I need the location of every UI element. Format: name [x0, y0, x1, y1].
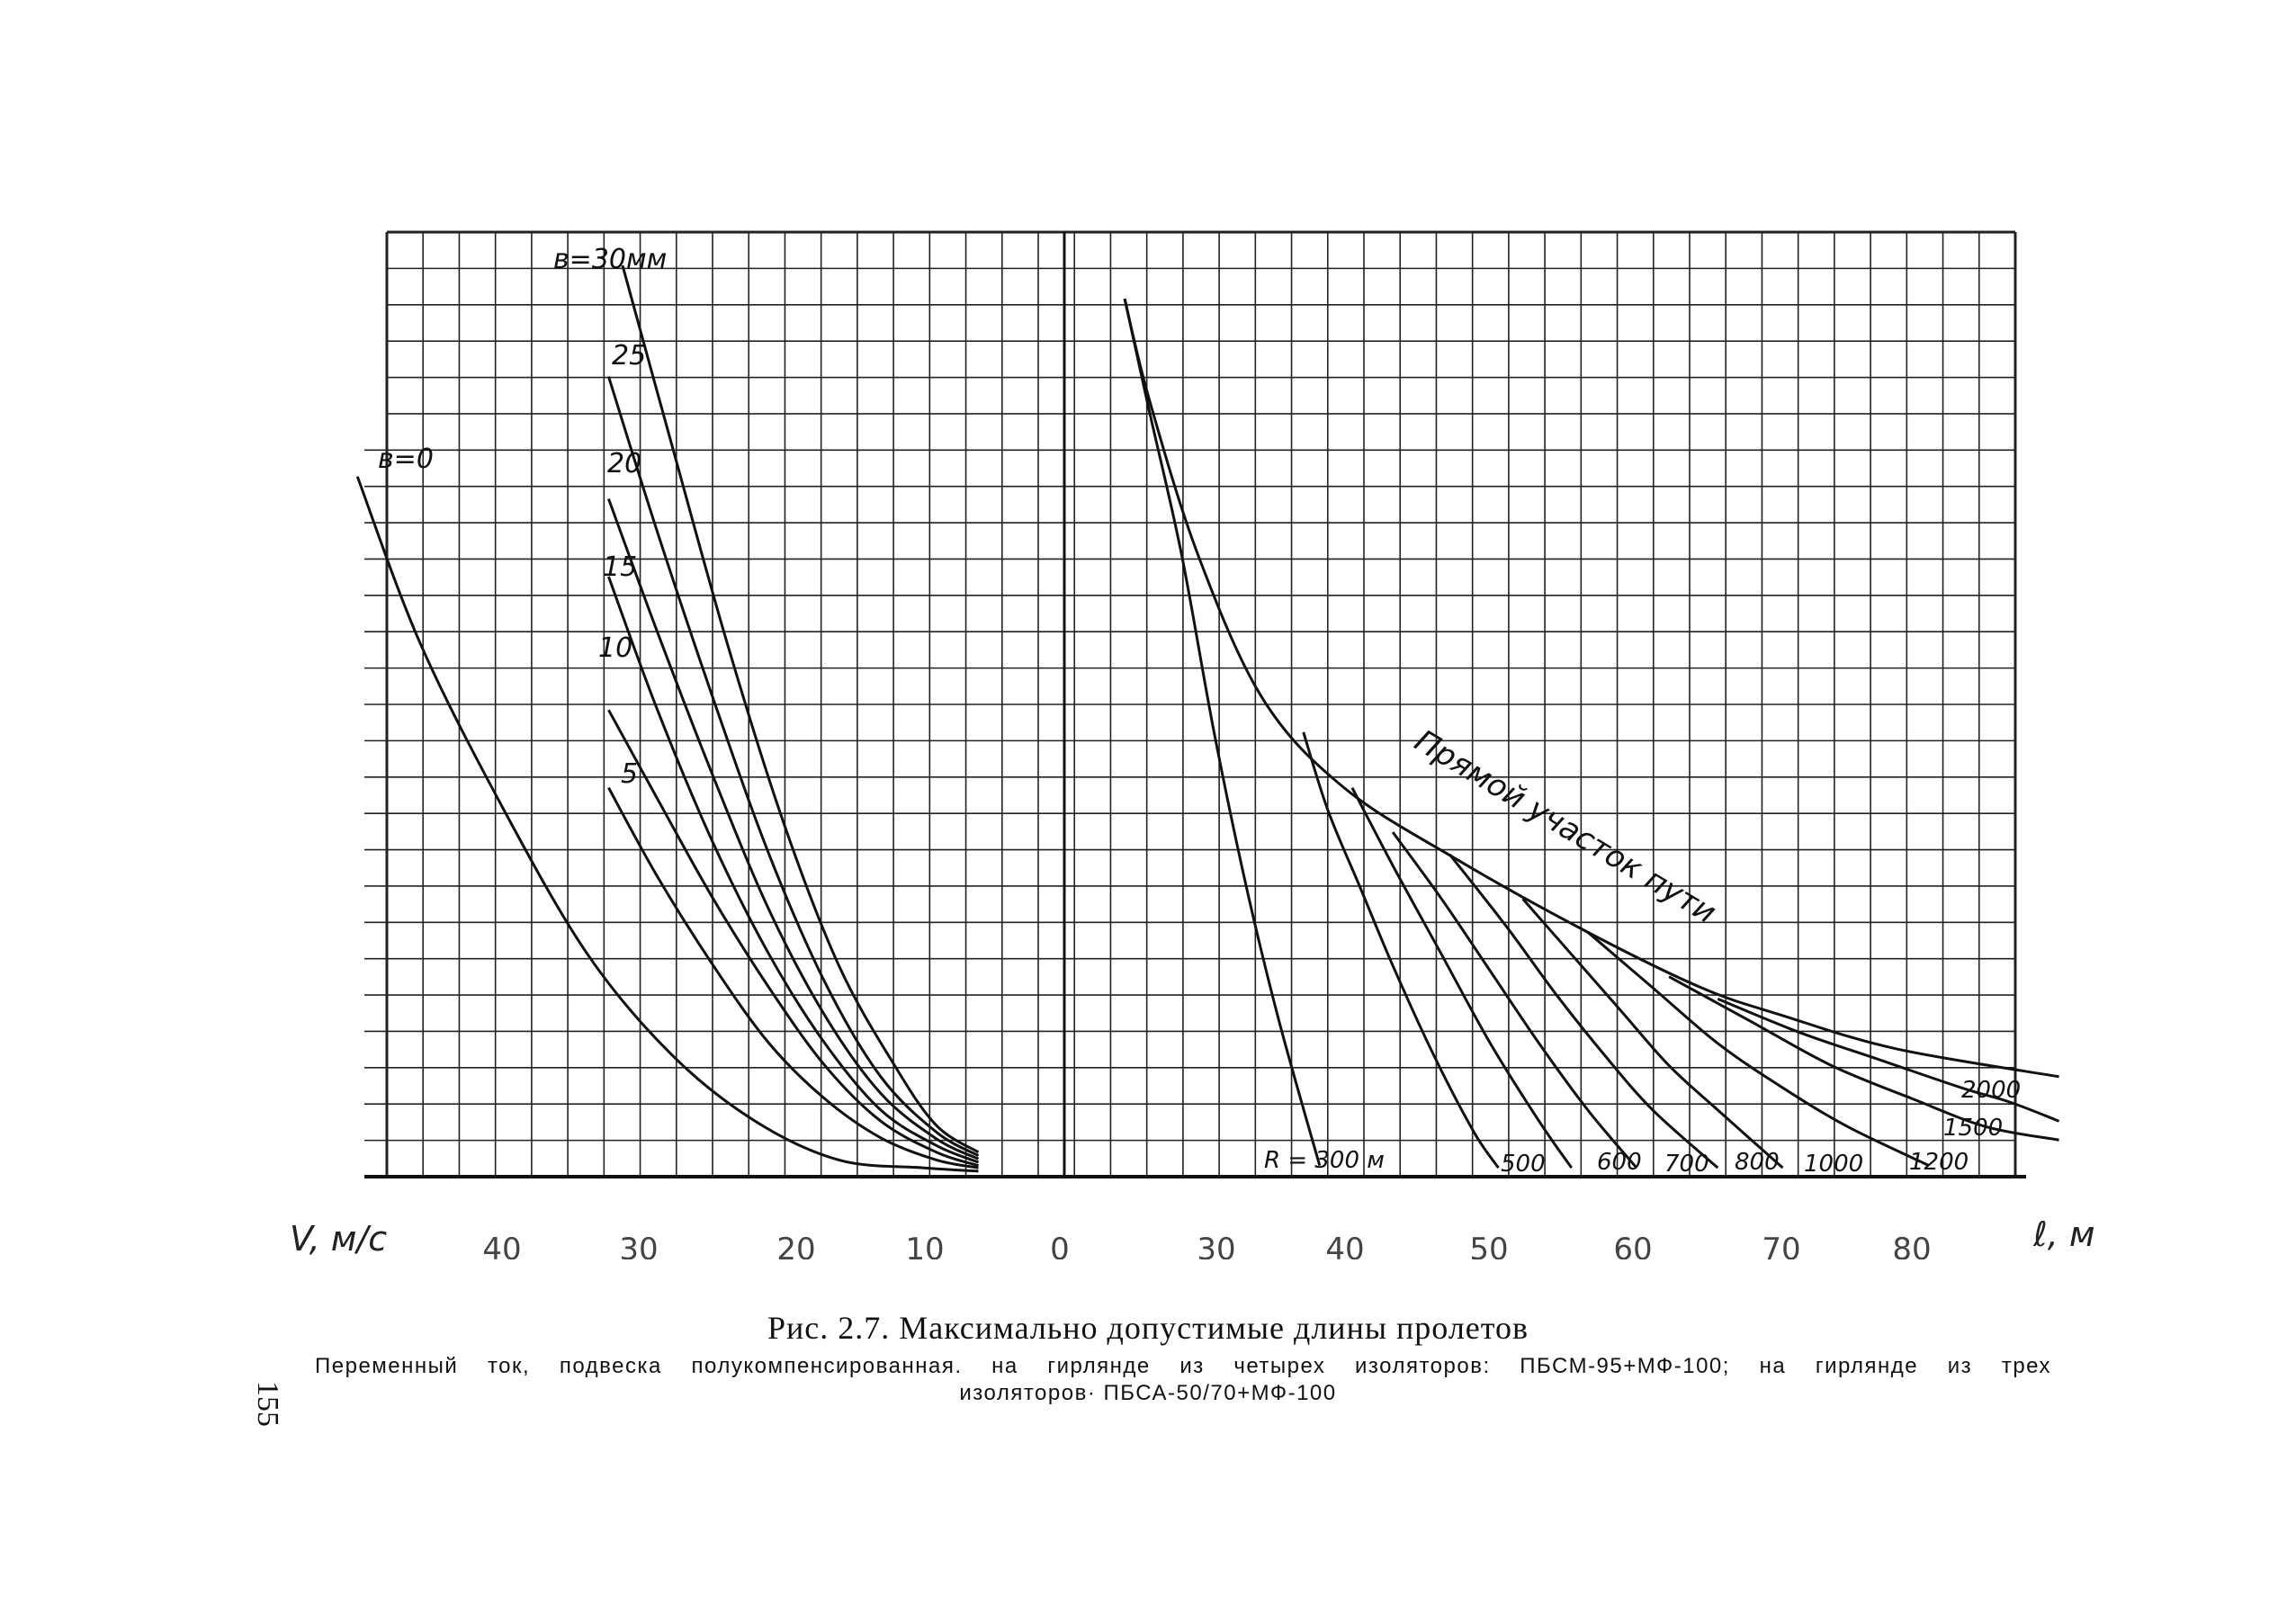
right-curve: [1717, 997, 2060, 1123]
left-curve-label: 10: [598, 632, 632, 664]
left-curve: [355, 476, 979, 1173]
left-curve: [607, 709, 979, 1168]
right-curve: [1448, 853, 1719, 1169]
right-curve: [1586, 931, 1930, 1168]
right-axis-tick-label: 50: [1469, 1232, 1508, 1259]
figure-caption-title: Рис. 2.7. Максимально допустимые длины п…: [767, 1310, 1529, 1346]
straight-track-label: Прямой участок пути: [1408, 722, 1722, 930]
left-curve-label: в=0: [378, 444, 434, 475]
left-axis-tick-label: 40: [482, 1232, 521, 1259]
right-axis-tick-label: 60: [1613, 1232, 1652, 1259]
right-curve: [1391, 831, 1638, 1169]
left-curve-label: в=30мм: [553, 244, 667, 275]
left-axis-tick-label: 0: [1050, 1232, 1070, 1259]
right-curve-label: 600: [1597, 1149, 1642, 1176]
right-curve-label: 1000: [1804, 1151, 1863, 1178]
right-axis-tick-label: 40: [1325, 1232, 1364, 1259]
left-curve: [607, 497, 980, 1160]
left-curve-label: 15: [603, 551, 637, 583]
right-curve-label: R = 300 м: [1264, 1147, 1385, 1174]
right-axis-tick-label: 70: [1762, 1232, 1800, 1259]
left-curve: [607, 786, 979, 1169]
figure-caption-line-1: Переменный ток, подвеска полукомпенсиров…: [315, 1354, 2051, 1378]
left-axis-tick-label: 30: [619, 1232, 658, 1259]
figure-caption-line-2: изоляторов· ПБСА-50/70+МФ-100: [959, 1381, 1337, 1405]
chart-labels: в=0 5 10 15 20 25 в=30мм R = 300 м 500 600 700 800 1…: [378, 244, 2021, 1178]
right-axis-tick-label: 80: [1892, 1232, 1931, 1259]
right-curve-label: 1500: [1943, 1115, 2003, 1142]
right-curve-label: 2000: [1961, 1077, 2021, 1104]
left-curve: [607, 376, 980, 1157]
left-curve: [607, 576, 980, 1164]
right-curve: [1521, 898, 1784, 1169]
right-curve-label: 700: [1664, 1151, 1709, 1178]
left-axis-tick-label: 20: [776, 1232, 815, 1259]
chart-axes: 40 30 20 10 0 30 40 50 60 70 80 V, м/с ℓ, м: [290, 232, 2095, 1259]
left-curve: [621, 264, 980, 1154]
right-curve: [1123, 298, 1322, 1167]
right-panel-curves: [1123, 298, 2060, 1169]
right-curve: [1668, 975, 2059, 1142]
right-curve-label: 800: [1735, 1149, 1780, 1176]
left-curve-label: 5: [621, 758, 638, 790]
right-axis-tick-label: 30: [1197, 1232, 1235, 1259]
left-curve-label: 25: [612, 340, 646, 372]
chart-grid: [364, 230, 2017, 1178]
left-panel-curves: [355, 264, 980, 1173]
right-curve-label: 1200: [1909, 1149, 1969, 1176]
left-axis-tick-label: 10: [905, 1232, 944, 1259]
left-curve-label: 20: [607, 448, 641, 479]
right-curve-label: 500: [1501, 1151, 1546, 1178]
right-axis-label: ℓ, м: [2032, 1214, 2095, 1254]
right-curve: [1302, 731, 1500, 1169]
right-curve: [1350, 786, 1573, 1169]
left-axis-label: V, м/с: [290, 1219, 387, 1259]
